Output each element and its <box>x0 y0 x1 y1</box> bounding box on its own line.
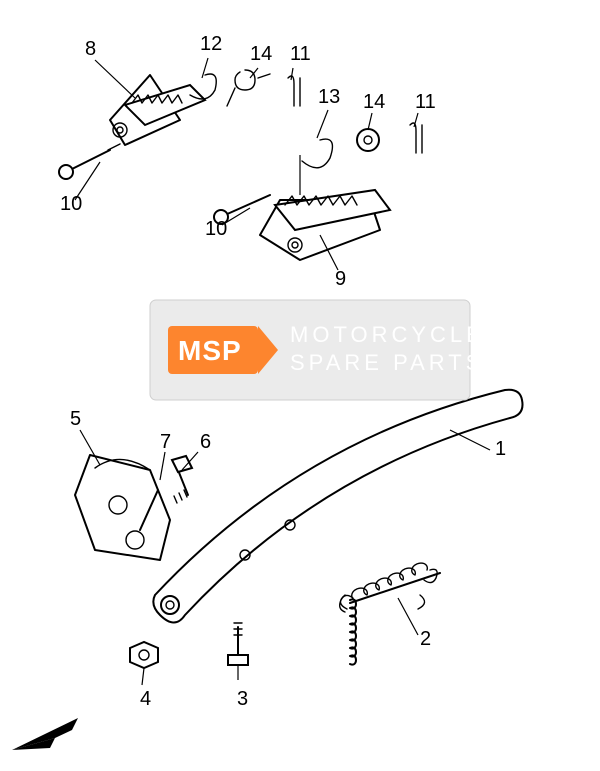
callout-8: 8 <box>85 38 96 60</box>
callout-11a: 11 <box>290 43 311 65</box>
callout-11b: 11 <box>415 91 436 113</box>
watermark-line-1: MOTORCYCLE <box>290 322 485 347</box>
callout-14b: 14 <box>363 91 385 113</box>
callout-6: 6 <box>200 431 211 453</box>
callout-7: 7 <box>160 431 171 453</box>
callout-10a: 10 <box>60 193 82 215</box>
spring-2-coil <box>340 563 437 612</box>
callout-12: 12 <box>200 33 222 55</box>
nut-4 <box>130 642 158 668</box>
side-stand-group <box>75 390 523 668</box>
callout-9: 9 <box>335 268 346 290</box>
callout-5: 5 <box>70 408 81 430</box>
parts-diagram: 1 2 3 4 5 6 7 8 9 10 10 11 11 12 13 14 1… <box>0 0 600 771</box>
watermark-line-2: SPARE PARTS <box>290 350 484 375</box>
washer-14-right <box>357 129 379 151</box>
callout-4: 4 <box>140 688 151 710</box>
spring-14-left <box>227 70 270 106</box>
watermark-badge-text: MSP <box>178 335 242 366</box>
callout-14a: 14 <box>250 43 272 65</box>
callout-2: 2 <box>420 628 431 650</box>
callout-3: 3 <box>237 688 248 710</box>
callout-10b: 10 <box>205 218 227 240</box>
callout-13: 13 <box>318 86 340 108</box>
bolt-3 <box>228 623 248 665</box>
spring-2 <box>340 573 440 665</box>
pin-10-left <box>59 144 120 179</box>
footrest-left-group <box>59 70 300 179</box>
cotter-11-right <box>410 123 422 153</box>
footrest-right-group <box>214 123 422 260</box>
cotter-11-left <box>288 76 300 106</box>
callout-1: 1 <box>495 438 506 460</box>
watermark: MSP MOTORCYCLE SPARE PARTS <box>150 300 485 400</box>
front-direction-arrow <box>12 718 78 750</box>
